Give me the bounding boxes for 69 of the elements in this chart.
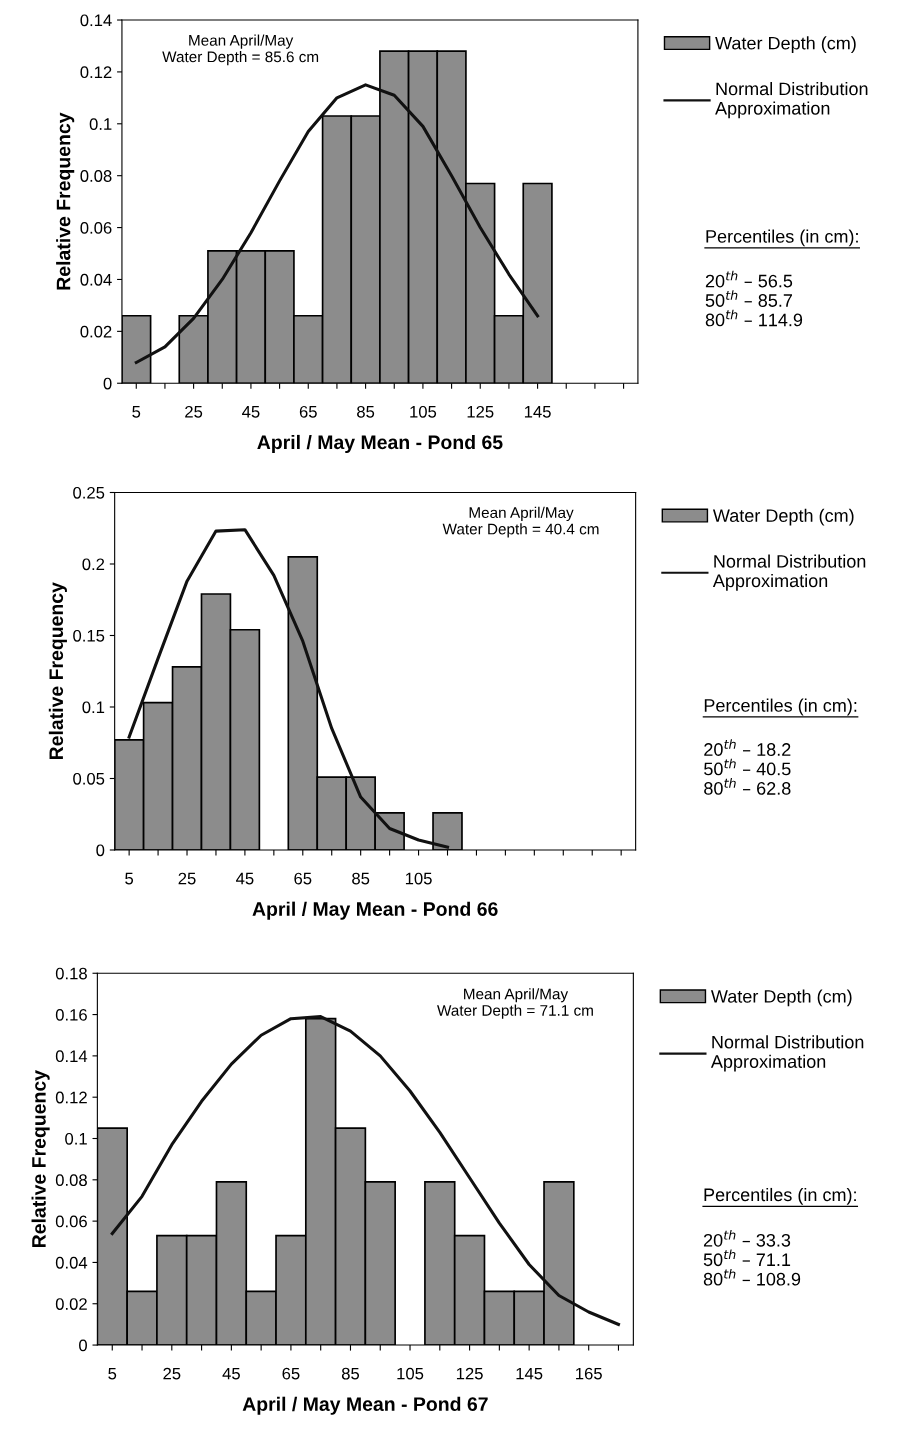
y-tick-label: 0 — [96, 844, 105, 857]
x-tick-label: 45 — [222, 1367, 240, 1380]
legend-label: Normal Distribution Approximation — [715, 81, 868, 119]
y-axis-title: Relative Frequency — [48, 582, 67, 760]
y-tick-label: 0.12 — [55, 1091, 87, 1104]
y-tick-label: 0.2 — [82, 558, 105, 571]
y-tick-label: 0.02 — [55, 1298, 87, 1310]
y-tick-label: 0.04 — [55, 1256, 88, 1269]
y-tick-label: 0 — [103, 377, 112, 390]
x-tick-label: 45 — [242, 406, 260, 418]
x-tick-label: 25 — [185, 405, 203, 418]
x-tick-label: 105 — [410, 405, 437, 418]
x-tick-label: 85 — [357, 405, 375, 418]
y-tick-label: 0.02 — [80, 325, 112, 338]
x-tick-label: 25 — [178, 872, 196, 885]
y-tick-label: 0.12 — [80, 66, 112, 79]
x-tick-label: 85 — [341, 1367, 360, 1380]
x-tick-label: 45 — [236, 872, 254, 885]
legend-label: Normal Distribution Approximation — [712, 554, 866, 591]
y-tick-label: 0.1 — [89, 118, 112, 130]
text: Percentiles (in cm): — [704, 698, 857, 716]
text: Percentiles (in cm): — [704, 1187, 856, 1205]
text: Percentiles (in cm): — [706, 229, 858, 247]
y-tick-label: 0.05 — [73, 772, 105, 785]
x-axis-title: April / May Mean - Pond 65 — [257, 434, 503, 454]
x-tick-label: 85 — [352, 872, 370, 885]
text: 20$^{th}$ – 56.5 50$^{th}$ – 85.7 80$^{th}$ – 114.9 — [705, 270, 803, 327]
legend-label: Water Depth (cm) — [710, 989, 852, 1007]
annotation: Mean April/May Water Depth = 85.6 cm — [162, 34, 319, 66]
y-tick-label: 0.15 — [73, 629, 105, 642]
x-axis-title: April / May Mean - Pond 66 — [252, 901, 498, 920]
x-tick-label: 145 — [516, 1367, 543, 1380]
line-series — [134, 83, 540, 365]
x-tick-label: 65 — [282, 1367, 300, 1380]
x-tick-label: 25 — [163, 1367, 181, 1380]
x-tick-label: 5 — [125, 872, 134, 885]
x-tick-label: 125 — [467, 405, 494, 418]
x-tick-label: 65 — [299, 405, 317, 418]
y-tick-label: 0.14 — [55, 1050, 88, 1063]
text: 20$^{th}$ – 18.2 50$^{th}$ – 40.5 80$^{th}$ – 62.8 — [704, 739, 791, 795]
x-tick-label: 5 — [132, 406, 141, 418]
x-axis-title: April / May Mean - Pond 67 — [242, 1396, 488, 1415]
y-tick-label: 0.08 — [80, 170, 112, 182]
annotation: Mean April/May Water Depth = 40.4 cm — [442, 506, 599, 538]
x-tick-label: 5 — [108, 1367, 117, 1380]
y-tick-label: 0.1 — [65, 1132, 87, 1145]
legend-label: Water Depth (cm) — [712, 508, 854, 526]
y-tick-label: 0.14 — [80, 14, 112, 27]
y-tick-label: 0.08 — [55, 1174, 87, 1187]
y-tick-label: 0.06 — [55, 1215, 87, 1228]
legend-label: Water Depth (cm) — [715, 36, 856, 54]
y-axis-title: Relative Frequency — [56, 112, 75, 290]
y-tick-label: 0.04 — [80, 273, 112, 286]
y-tick-label: 0 — [79, 1339, 87, 1352]
y-tick-label: 0.25 — [73, 486, 105, 499]
y-tick-label: 0.18 — [55, 967, 87, 980]
x-tick-label: 105 — [405, 872, 432, 885]
y-axis-title: Relative Frequency — [31, 1070, 50, 1248]
annotation: Mean April/May Water Depth = 71.1 cm — [437, 988, 593, 1019]
x-tick-label: 105 — [397, 1367, 424, 1380]
x-tick-label: 145 — [524, 406, 551, 418]
y-tick-label: 0.1 — [82, 701, 105, 714]
x-tick-label: 65 — [294, 872, 312, 885]
x-tick-label: 125 — [456, 1367, 483, 1380]
text: 20$^{th}$ – 33.3 50$^{th}$ – 71.1 80$^{th}$ – 108.9 — [703, 1229, 801, 1286]
x-tick-label: 165 — [576, 1367, 602, 1380]
y-tick-label: 0.16 — [55, 1008, 87, 1021]
y-tick-label: 0.06 — [80, 221, 112, 234]
legend-label: Normal Distribution Approximation — [710, 1035, 864, 1072]
